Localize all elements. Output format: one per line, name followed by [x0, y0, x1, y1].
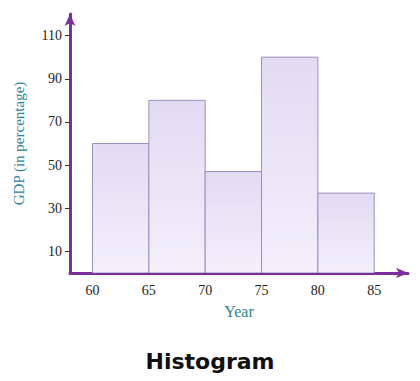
svg-text:GDP (in percentage): GDP (in percentage) [11, 82, 28, 206]
svg-text:110: 110 [42, 28, 62, 43]
svg-text:10: 10 [48, 244, 62, 259]
svg-text:Histogram: Histogram [145, 349, 274, 374]
svg-text:50: 50 [48, 158, 62, 173]
svg-text:70: 70 [48, 114, 62, 129]
svg-text:85: 85 [367, 283, 381, 298]
svg-text:Year: Year [224, 303, 254, 320]
svg-text:80: 80 [311, 283, 325, 298]
svg-text:30: 30 [48, 201, 62, 216]
svg-text:90: 90 [48, 71, 62, 86]
svg-text:75: 75 [255, 283, 269, 298]
svg-text:60: 60 [86, 283, 100, 298]
svg-text:65: 65 [142, 283, 156, 298]
svg-text:70: 70 [198, 283, 212, 298]
